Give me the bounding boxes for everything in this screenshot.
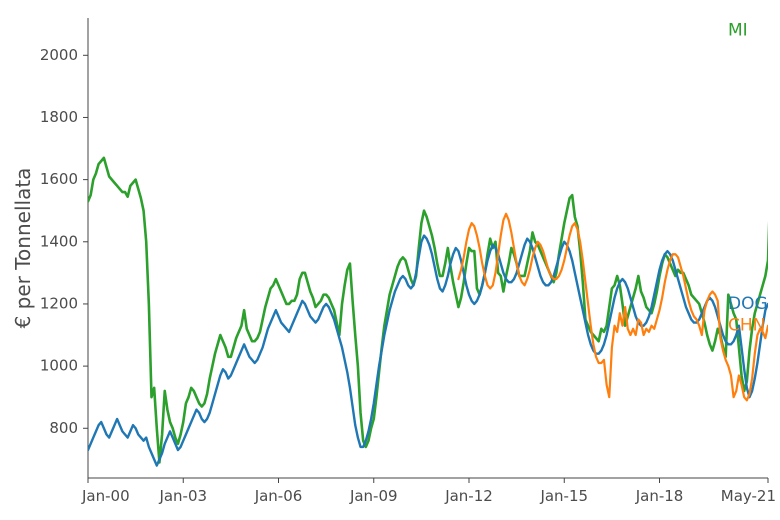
x-tick-label: Jan-06 bbox=[254, 487, 303, 505]
x-tick-label: May-21 bbox=[721, 487, 776, 505]
x-tick-label: Jan-18 bbox=[635, 487, 684, 505]
chart-container: 800 1000 1200 1400 1600 1800 2000 Jan-00 Jan-03 J… bbox=[0, 0, 780, 520]
y-tick-label: 1400 bbox=[40, 232, 78, 250]
y-tick-label: 1000 bbox=[40, 357, 78, 375]
x-tick-label: Jan-09 bbox=[349, 487, 398, 505]
y-tick-label: 1800 bbox=[40, 108, 78, 126]
x-tick-label: Jan-12 bbox=[444, 487, 493, 505]
y-tick-label: 1600 bbox=[40, 170, 78, 188]
y-axis-label: € per Tonnellata bbox=[11, 168, 35, 329]
x-tick-label: Jan-03 bbox=[158, 487, 207, 505]
y-tick-label: 800 bbox=[49, 419, 78, 437]
x-tick-label: Jan-00 bbox=[81, 487, 130, 505]
series-label-chn: CHN bbox=[728, 316, 765, 336]
y-tick-label: 2000 bbox=[40, 46, 78, 64]
y-tick-label: 1200 bbox=[40, 294, 78, 312]
series-label-dog: DOG bbox=[728, 294, 768, 314]
line-chart: 800 1000 1200 1400 1600 1800 2000 Jan-00 Jan-03 J… bbox=[0, 0, 780, 520]
series-label-mi: MI bbox=[728, 20, 748, 40]
x-tick-label: Jan-15 bbox=[539, 487, 588, 505]
